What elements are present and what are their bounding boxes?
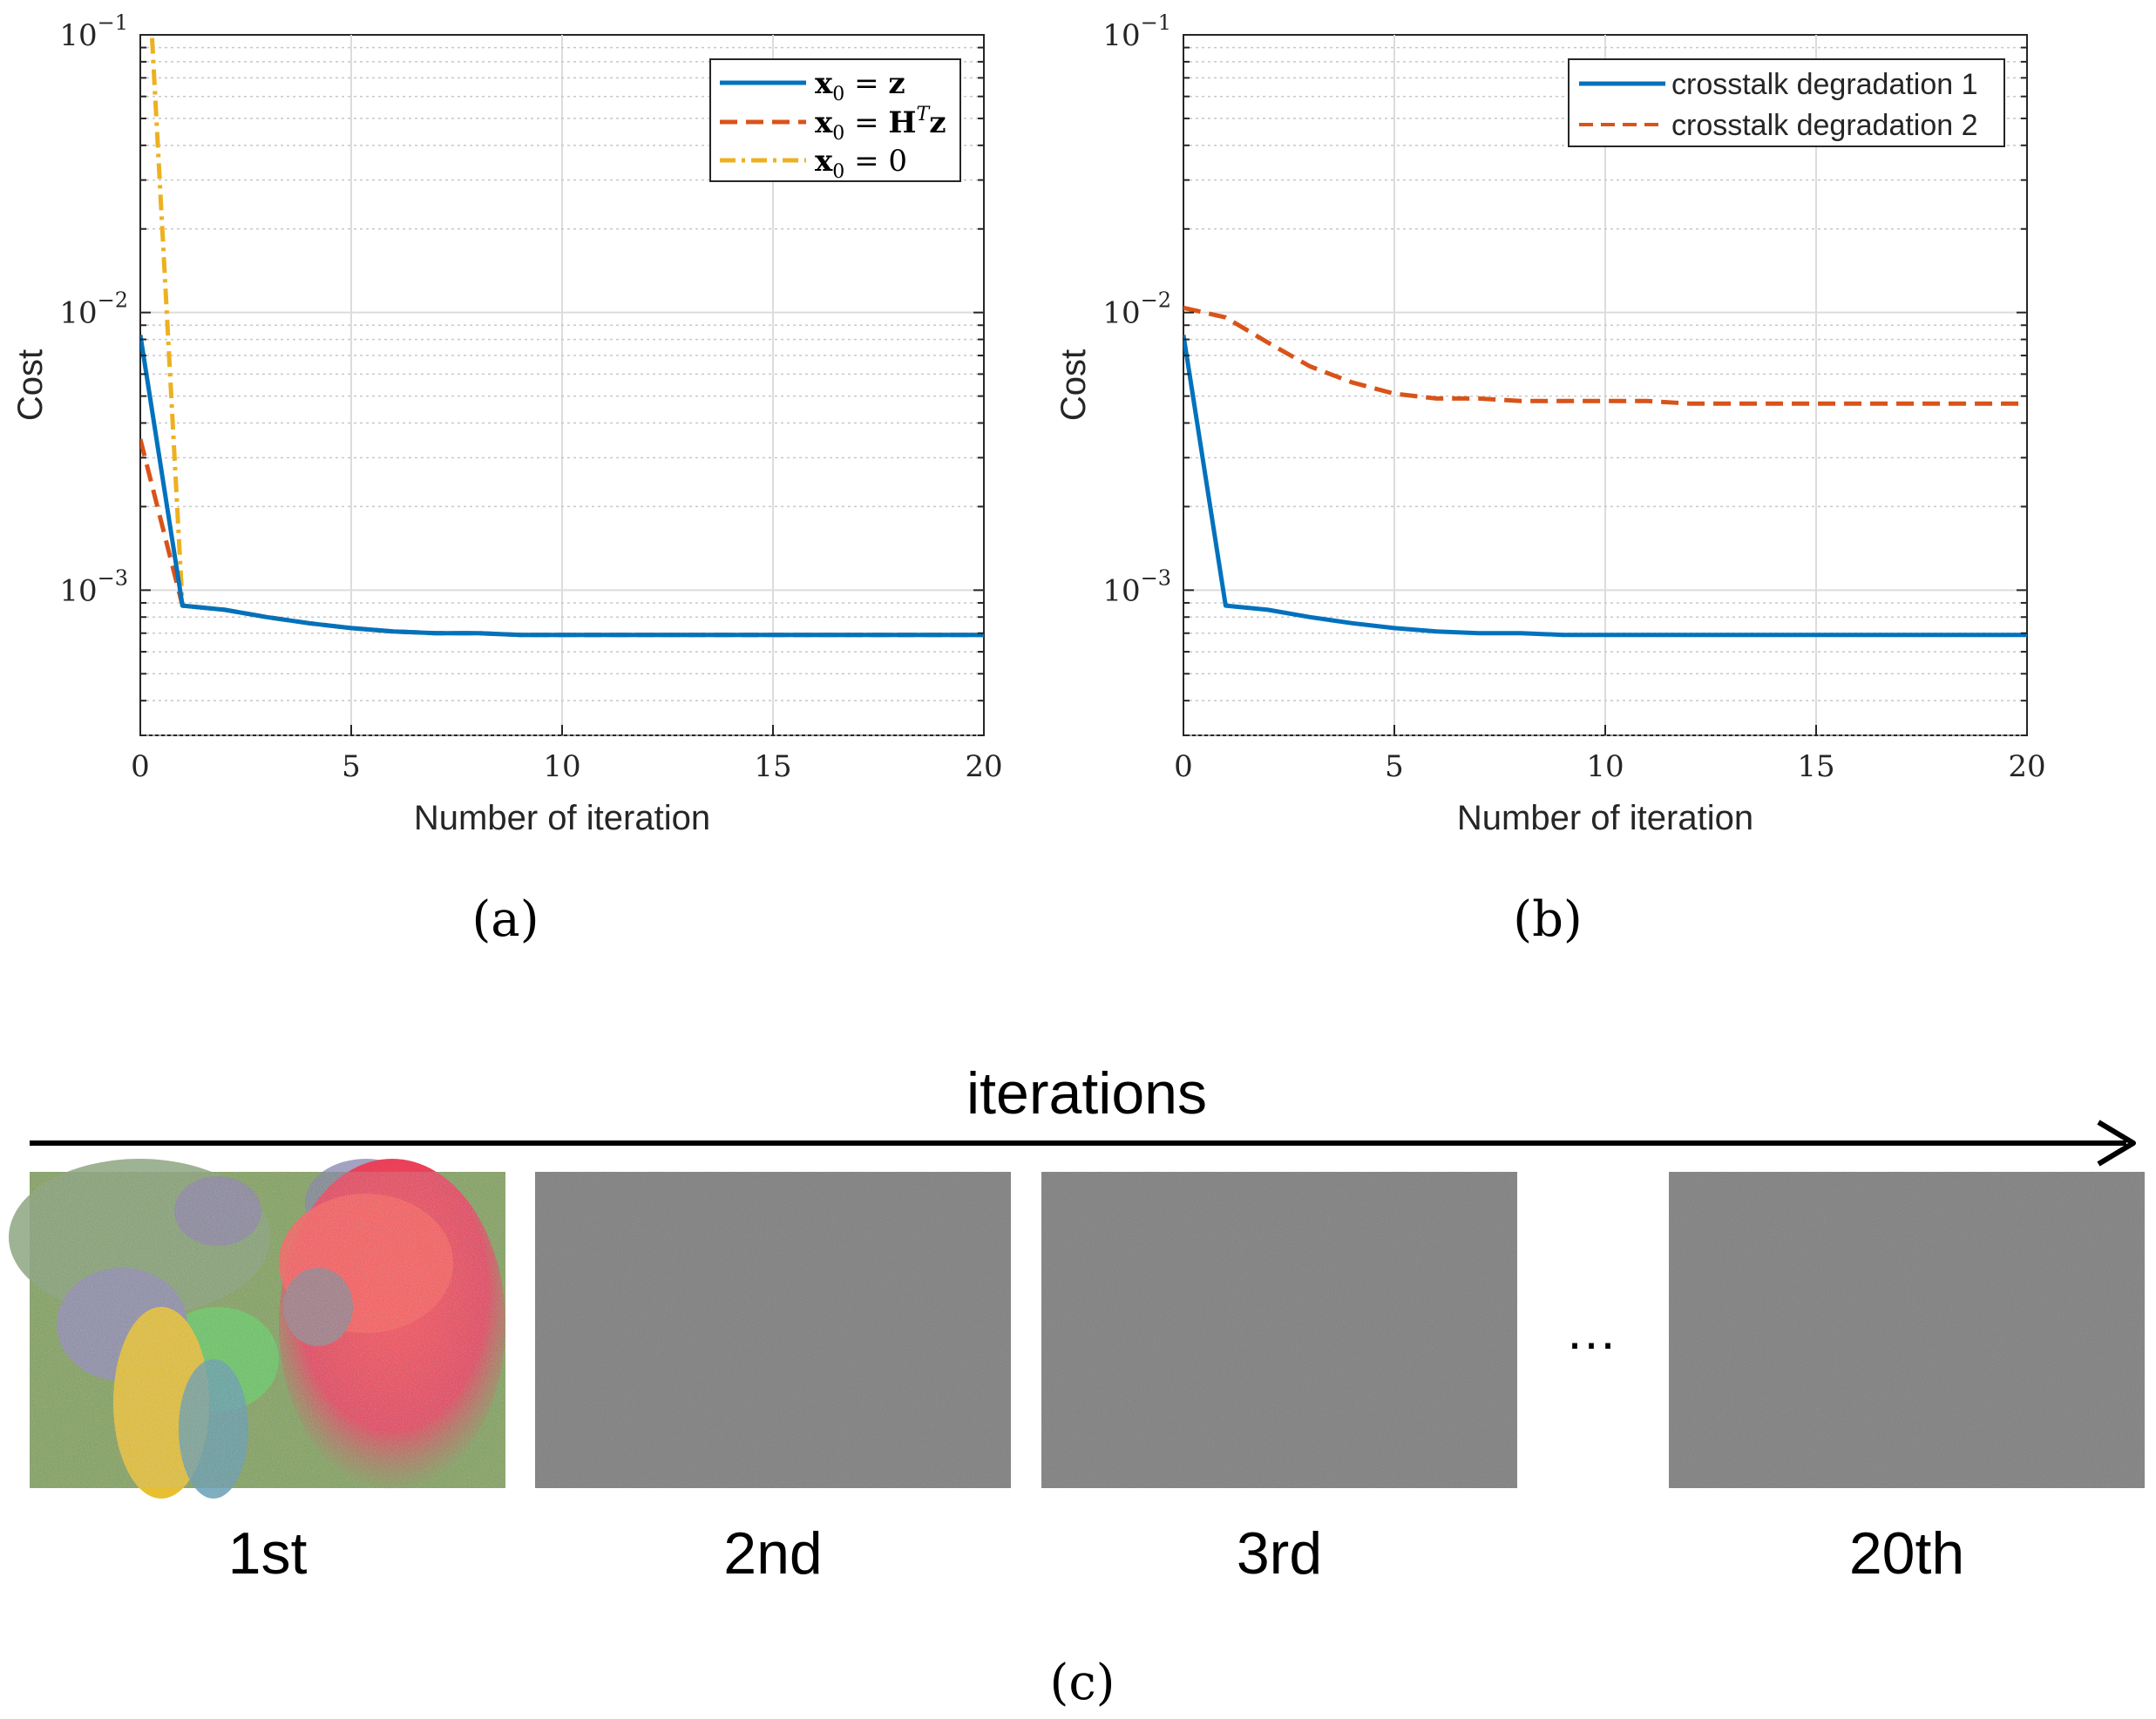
chart-a-series xyxy=(140,35,984,638)
frame-label-1st: 1st xyxy=(228,1520,308,1587)
legend-b-entry-2: crosstalk degradation 2 xyxy=(1671,109,1978,142)
chart-a-y-ticks: 10−1 10−2 10−3 xyxy=(59,10,984,736)
legend-b-entry-1: crosstalk degradation 1 xyxy=(1671,68,1978,101)
legend-a-entry-3: x0 = 0 xyxy=(815,144,907,183)
x-tick-label: 5 xyxy=(1385,749,1404,784)
frame-label-20th: 20th xyxy=(1849,1520,1964,1587)
chart-b: 0 5 10 15 20 10−1 10−2 10−3 Number of iteratio… xyxy=(1054,10,2046,948)
series-line-2 xyxy=(1183,305,2027,406)
chart-a-y-axis-label: Cost xyxy=(11,349,50,421)
y-tick-label: 10−2 xyxy=(59,288,128,331)
x-tick-label: 15 xyxy=(754,749,791,784)
iterations-arrowhead-icon xyxy=(2097,1120,2136,1167)
x-tick-label: 20 xyxy=(2008,749,2045,784)
x-tick-label: 10 xyxy=(1586,749,1624,784)
y-tick-label: 10−1 xyxy=(1102,10,1171,53)
frame-20th xyxy=(1669,1172,2145,1488)
chart-b-legend: crosstalk degradation 1 crosstalk degrad… xyxy=(1568,58,2005,147)
frame-label-2nd: 2nd xyxy=(723,1520,822,1587)
iterations-strip: iterations … xyxy=(9,1060,2145,1711)
y-tick-label: 10−2 xyxy=(1102,288,1171,331)
frame-1st xyxy=(9,1159,505,1499)
caption-c: (c) xyxy=(1049,1655,1115,1711)
chart-a: 0 5 10 15 20 10−1 10−2 10−3 Number of iteratio… xyxy=(11,10,1003,948)
x-tick-label: 5 xyxy=(342,749,361,784)
y-tick-label: 10−1 xyxy=(59,10,128,53)
x-tick-label: 20 xyxy=(965,749,1002,784)
x-tick-label: 10 xyxy=(543,749,580,784)
caption-b: (b) xyxy=(1513,891,1583,948)
chart-b-y-axis-label: Cost xyxy=(1054,349,1093,421)
frame-2nd xyxy=(535,1172,1011,1488)
caption-a: (a) xyxy=(471,891,539,948)
frames-ellipsis: … xyxy=(1565,1302,1617,1360)
x-tick-label: 15 xyxy=(1797,749,1834,784)
chart-b-y-ticks: 10−1 10−2 10−3 xyxy=(1102,10,2027,736)
y-tick-label: 10−3 xyxy=(59,565,128,608)
iterations-title: iterations xyxy=(966,1060,1207,1127)
chart-a-legend: x0 = z x0 = HTz x0 = 0 xyxy=(709,58,961,183)
chart-a-x-axis-label: Number of iteration xyxy=(414,799,710,837)
chart-b-series xyxy=(1183,305,2027,638)
frame-3rd xyxy=(1041,1172,1517,1488)
legend-a-entry-1: x0 = z xyxy=(815,66,905,105)
chart-b-x-axis-label: Number of iteration xyxy=(1457,799,1753,837)
y-tick-label: 10−3 xyxy=(1102,565,1171,608)
x-tick-label: 0 xyxy=(1174,749,1193,784)
frame-label-3rd: 3rd xyxy=(1237,1520,1322,1587)
series-line-1 xyxy=(140,335,984,638)
legend-a-entry-2: x0 = HTz xyxy=(815,104,946,145)
chart-b-x-ticks: 0 5 10 15 20 xyxy=(1174,725,2046,784)
x-tick-label: 0 xyxy=(131,749,150,784)
series-line-1 xyxy=(1183,335,2027,638)
chart-a-x-ticks: 0 5 10 15 20 xyxy=(131,725,1003,784)
